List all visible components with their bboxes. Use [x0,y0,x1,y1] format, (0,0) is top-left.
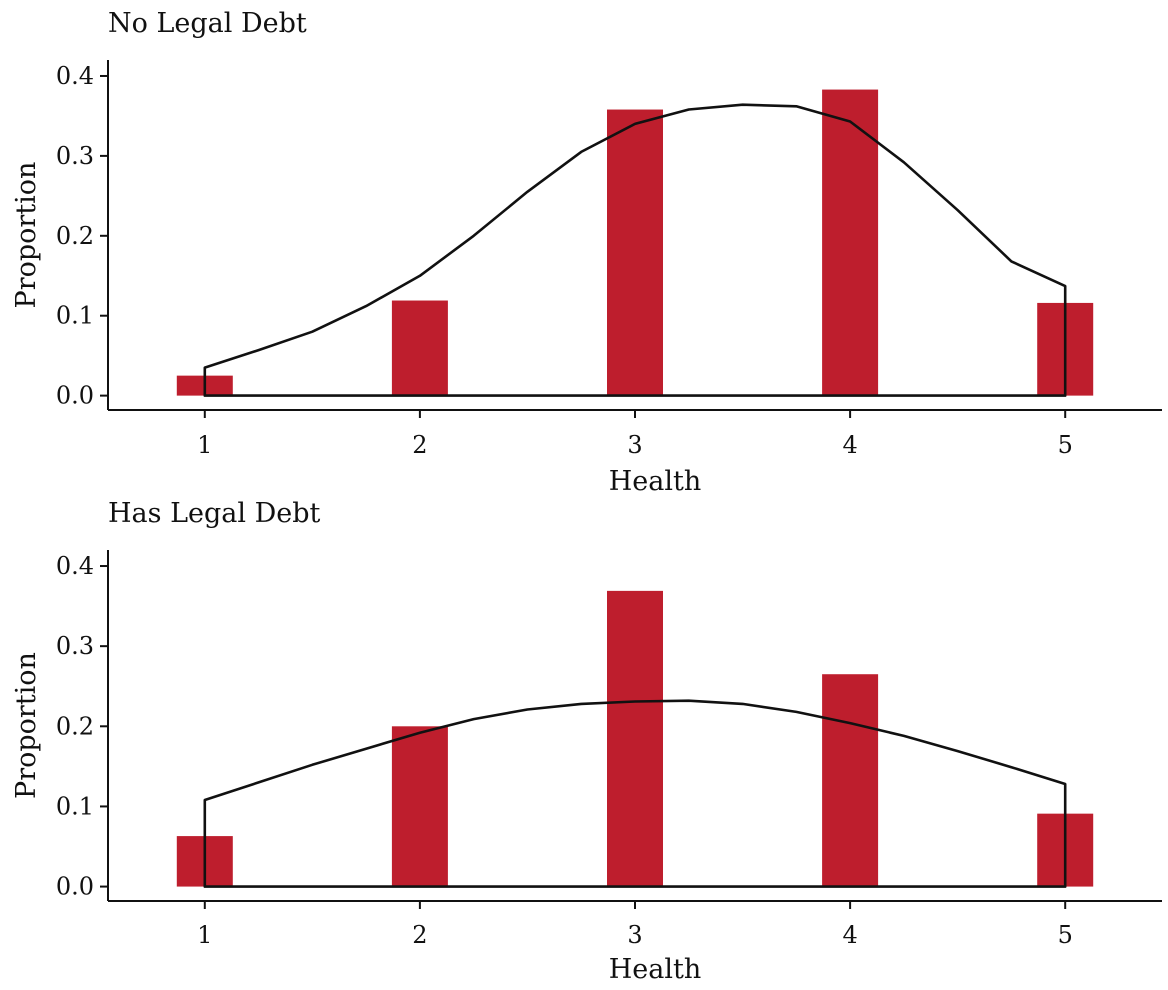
density-curve [203,699,1067,888]
bar-2 [391,726,448,887]
y-tick-label: 0.1 [56,302,94,330]
y-tick-label: 0.0 [56,873,94,901]
bar-4 [822,89,879,396]
x-tick-label: 2 [412,431,427,459]
bar-3 [607,590,663,887]
x-tick-label: 1 [197,431,212,459]
x-tick-label: 5 [1058,921,1073,949]
chart-title: Has Legal Debt [108,498,320,529]
x-axis-label: Health [609,466,702,497]
y-axis-label: Proportion [11,162,42,309]
x-axis-label: Health [609,954,702,985]
x-tick-label: 4 [842,921,857,949]
chart-panel-2: Has Legal Debt 0.0 0.1 0.2 0.3 0.4 1 2 3 4 5 Health… [11,498,1162,985]
y-tick-label: 0.3 [56,632,94,660]
y-tick-label: 0.0 [56,382,94,410]
y-tick-label: 0.2 [56,712,94,740]
chart-panel-1: No Legal Debt 0.0 0.1 0.2 0.3 0.4 1 2 3 4 5 Health P… [11,8,1162,497]
x-tick-label: 5 [1058,431,1073,459]
y-tick-label: 0.2 [56,222,94,250]
density-curve [203,103,1067,397]
x-tick-label: 4 [842,431,857,459]
y-tick-label: 0.4 [56,552,94,580]
x-tick-label: 1 [197,921,212,949]
x-tick-label: 3 [627,921,642,949]
x-tick-label: 2 [412,921,427,949]
y-axis-label: Proportion [11,652,42,799]
y-tick-label: 0.1 [56,792,94,820]
bar-2 [391,300,448,396]
chart-title: No Legal Debt [108,8,307,39]
bar-3 [607,109,663,396]
y-tick-label: 0.3 [56,142,94,170]
bar-4 [822,674,879,887]
y-tick-label: 0.4 [56,62,94,90]
x-tick-label: 3 [627,431,642,459]
